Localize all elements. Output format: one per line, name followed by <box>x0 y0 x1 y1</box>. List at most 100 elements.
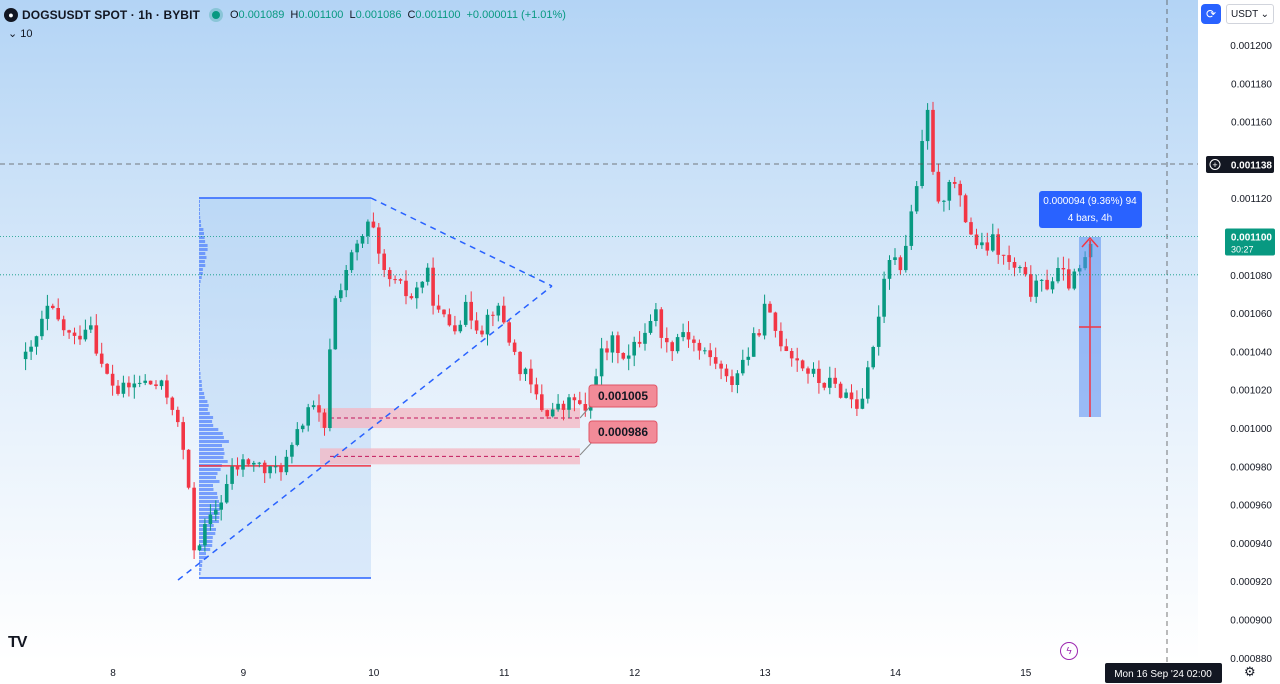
candle-body <box>23 351 28 360</box>
compare-icon[interactable]: ⟳ <box>1201 4 1221 24</box>
candle-body <box>409 296 414 299</box>
candle-body <box>947 182 952 201</box>
volume-profile-bar <box>199 200 200 203</box>
candle-body <box>735 373 740 385</box>
candle-body <box>1007 255 1011 262</box>
price-label-2 <box>588 420 658 444</box>
triangle-lower-trendline <box>177 285 553 581</box>
candle-body <box>78 335 82 340</box>
candle-body <box>925 109 930 142</box>
candle-body <box>360 236 365 244</box>
candle-body <box>339 290 343 299</box>
candle-body <box>866 367 870 399</box>
volume-profile-bar <box>199 208 200 211</box>
candle-body <box>257 462 262 464</box>
candle-body <box>1045 279 1049 290</box>
range-box <box>199 198 371 578</box>
volume-profile-bar <box>199 484 213 487</box>
volume-profile-bar <box>199 256 207 259</box>
candle-body <box>844 392 848 398</box>
candle-body <box>703 350 707 352</box>
candle-body <box>991 234 995 251</box>
y-tick-label: 0.000940 <box>1230 539 1272 550</box>
low-value: 0.001086 <box>355 9 402 21</box>
tradingview-logo[interactable]: TV <box>8 634 27 651</box>
candle-body <box>273 466 278 468</box>
candle-body <box>491 314 495 316</box>
candle-body <box>621 353 626 359</box>
volume-profile-bar <box>199 512 220 515</box>
candle-body <box>985 242 990 251</box>
chevron-down-icon[interactable]: ⌄ <box>8 28 18 40</box>
y-tick-label: 0.001040 <box>1230 347 1272 358</box>
gear-icon[interactable]: ⚙ <box>1244 664 1256 679</box>
volume-profile-bar <box>199 240 206 243</box>
candle-body <box>1056 268 1060 282</box>
candle-body <box>567 397 571 410</box>
candle-body <box>882 278 886 317</box>
volume-profile-bar <box>199 568 202 571</box>
candle-body <box>463 301 468 325</box>
volume-profile-bar <box>199 572 201 575</box>
candle-body <box>871 347 875 368</box>
candle-body <box>773 312 778 331</box>
candle-body <box>675 337 680 352</box>
lightning-icon[interactable]: ϟ <box>1060 642 1078 660</box>
candle-body <box>415 287 419 299</box>
candle-body <box>72 332 77 336</box>
volume-profile-bar <box>199 232 204 235</box>
candle-body <box>349 252 354 271</box>
candle-body <box>811 368 816 374</box>
candle-body <box>1067 269 1071 289</box>
candle-body <box>795 358 799 361</box>
candle-body <box>165 380 169 398</box>
candle-body <box>849 392 854 400</box>
volume-profile-bar <box>199 392 205 395</box>
y-tick-label: 0.000880 <box>1230 654 1272 665</box>
volume-profile-bar <box>199 420 213 423</box>
candle-body <box>328 349 332 428</box>
y-tick-label: 0.001180 <box>1231 79 1272 90</box>
candle-body <box>643 332 647 344</box>
candle-body <box>159 380 164 387</box>
candle-body <box>860 398 865 409</box>
volume-profile-bar <box>199 408 208 411</box>
candle-body <box>789 351 794 359</box>
candle-body <box>817 368 821 383</box>
currency-select[interactable]: USDT ⌄ <box>1226 4 1274 24</box>
measure-label-subtext: 4 bars, 4h <box>1068 213 1112 224</box>
candle-body <box>393 279 397 281</box>
volume-profile-bar <box>199 328 200 331</box>
candle-body <box>670 342 674 352</box>
symbol-title[interactable]: DOGSUSDT SPOT · 1h · BYBIT <box>22 8 200 22</box>
measure-label-box <box>1039 191 1142 228</box>
candle-body <box>306 407 310 426</box>
candle-body <box>583 404 588 411</box>
candle-body <box>1039 279 1044 281</box>
volume-legend[interactable]: ⌄ 10 <box>8 27 33 40</box>
candle-body <box>594 376 598 393</box>
candle-body <box>665 338 669 343</box>
candle-body <box>186 449 191 488</box>
x-tick-label: 13 <box>759 668 771 679</box>
candle-body <box>469 301 473 321</box>
volume-profile-bar <box>199 316 200 319</box>
volume-profile-bar <box>199 564 203 567</box>
candle-body <box>1012 262 1017 268</box>
volume-profile-bar <box>199 380 202 383</box>
volume-profile-bar <box>199 492 218 495</box>
candle-body <box>371 221 376 228</box>
price-label-1-text: 0.001005 <box>598 389 648 403</box>
y-tick-label: 0.001060 <box>1230 309 1272 320</box>
price-label-1 <box>588 384 658 408</box>
volume-profile-bar <box>199 496 218 499</box>
candle-body <box>121 382 126 394</box>
candle-body <box>708 350 712 358</box>
candle-body <box>632 341 636 356</box>
candle-body <box>322 412 327 428</box>
candle-body <box>616 335 620 353</box>
candle-body <box>556 403 560 410</box>
candle-body <box>741 359 745 374</box>
candle-body <box>67 330 71 333</box>
